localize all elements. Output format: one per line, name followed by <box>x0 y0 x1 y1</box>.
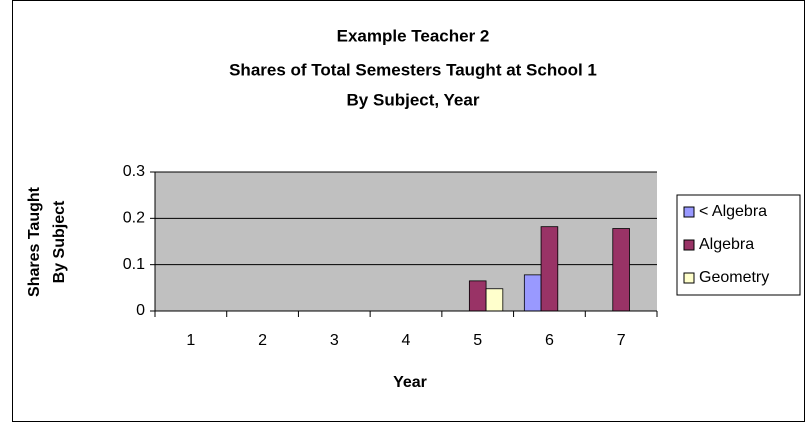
legend-label: Geometry <box>699 269 769 286</box>
x-tick-label: 7 <box>617 332 626 349</box>
y-tick-label: 0.3 <box>123 163 145 180</box>
y-tick-label: 0.1 <box>123 256 145 273</box>
y-axis-label: By Subject <box>51 200 68 283</box>
x-tick-label: 2 <box>258 332 267 349</box>
legend-swatch <box>683 272 695 284</box>
x-tick-label: 3 <box>330 332 339 349</box>
chart-title: By Subject, Year <box>347 90 480 109</box>
y-tick-label: 0 <box>136 302 145 319</box>
legend-label: < Algebra <box>699 203 767 220</box>
legend-label: Algebra <box>699 236 754 253</box>
legend-swatch <box>683 206 695 218</box>
chart-title: Shares of Total Semesters Taught at Scho… <box>229 60 597 79</box>
x-tick-label: 4 <box>402 332 411 349</box>
legend-box <box>676 194 801 296</box>
bar <box>612 228 630 312</box>
bar <box>485 288 504 312</box>
bar <box>523 274 542 312</box>
x-tick-label: 5 <box>473 332 482 349</box>
x-axis-label: Year <box>393 374 427 391</box>
legend-swatch <box>683 239 695 251</box>
bar <box>468 280 487 312</box>
y-tick-label: 0.2 <box>123 210 145 227</box>
bar <box>540 226 559 312</box>
y-axis-label: Shares Taught <box>26 186 43 297</box>
x-tick-label: 6 <box>545 332 554 349</box>
plot-area <box>155 172 657 311</box>
x-tick-label: 1 <box>186 332 195 349</box>
chart-title: Example Teacher 2 <box>337 26 490 45</box>
